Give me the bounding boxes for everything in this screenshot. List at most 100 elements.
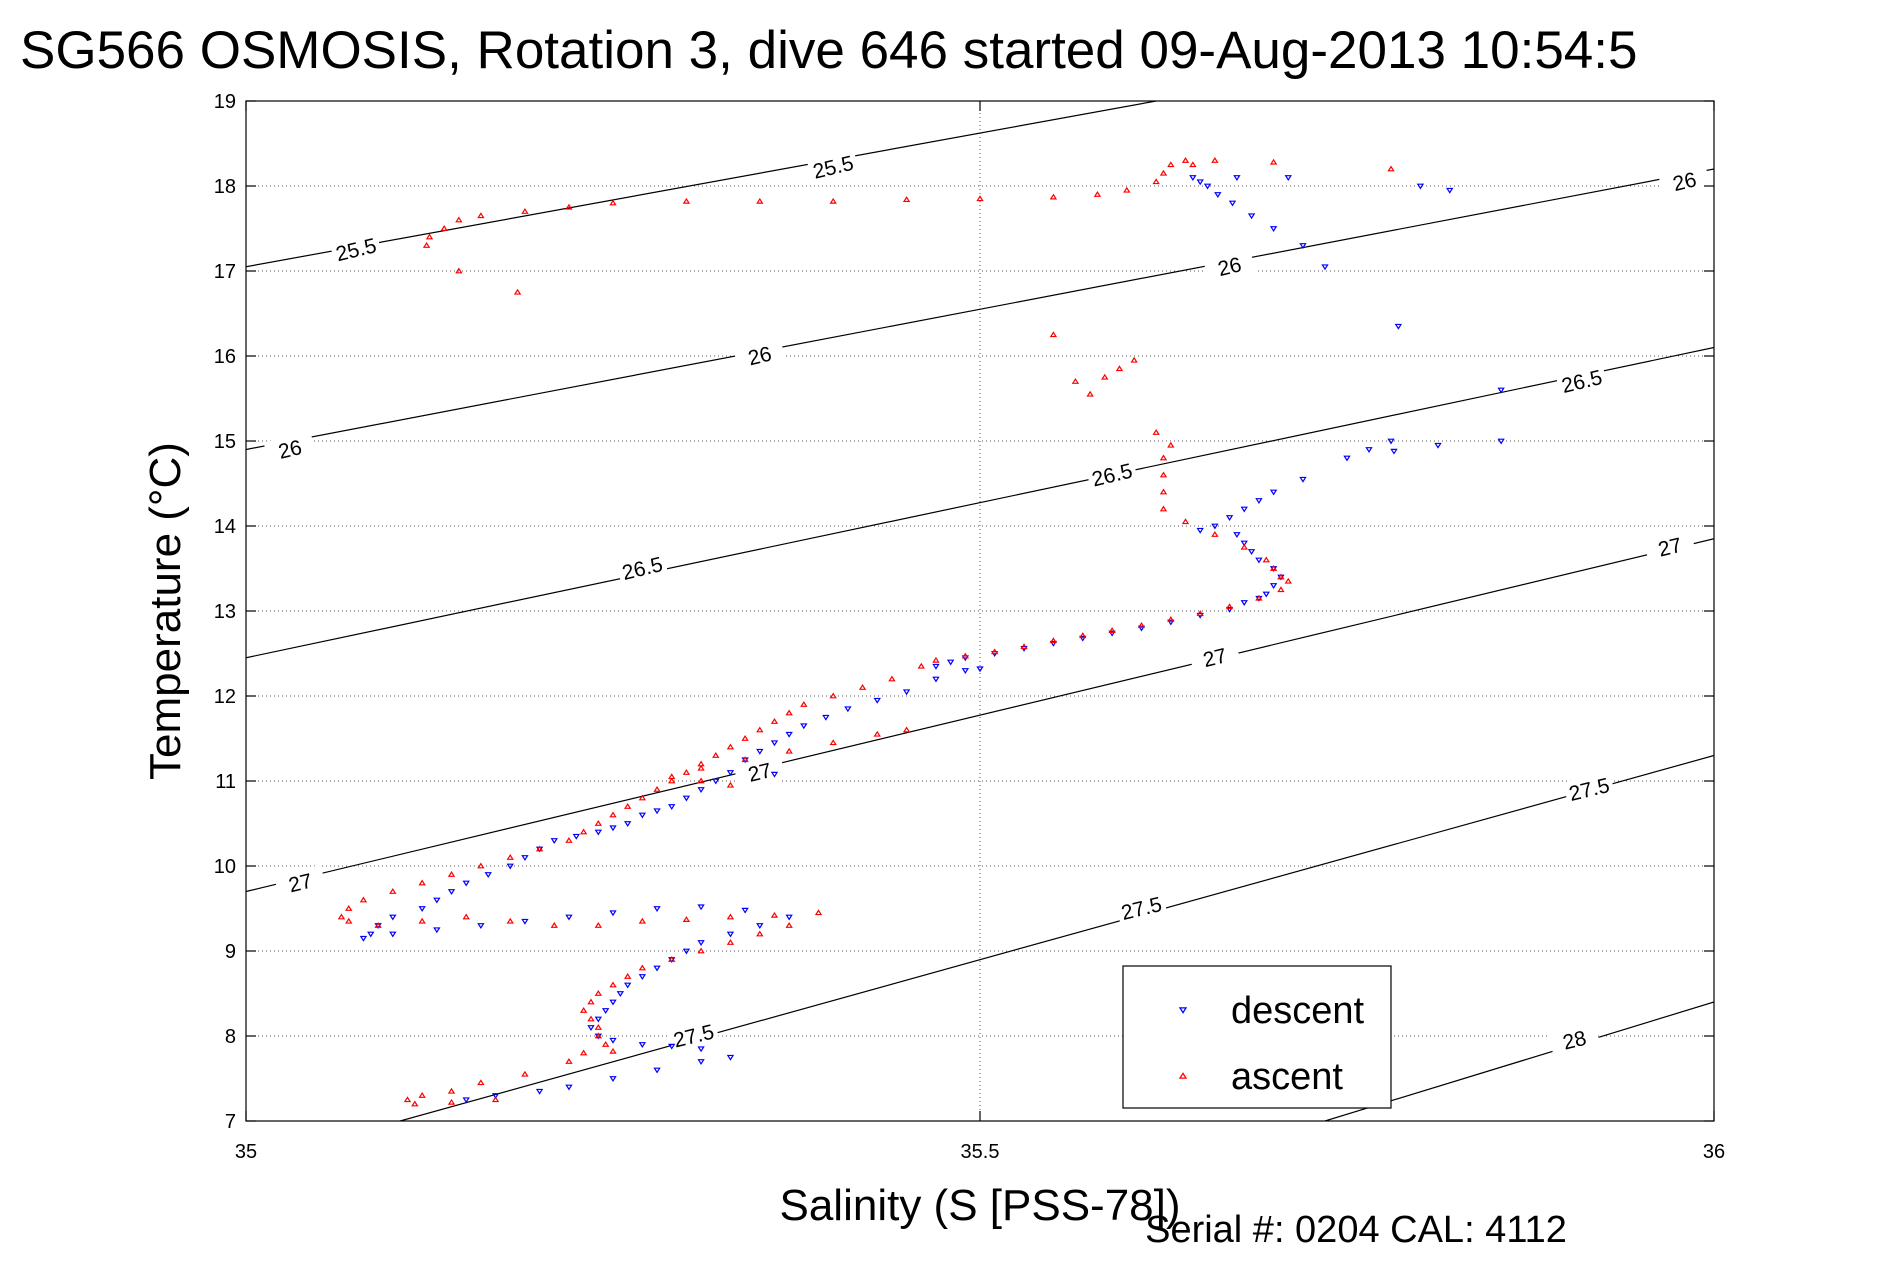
data-point-ascent (1152, 178, 1160, 185)
data-point-descent (1255, 557, 1263, 564)
data-point-descent (1255, 498, 1263, 504)
data-point-ascent (1387, 165, 1395, 172)
data-point-descent (550, 838, 558, 844)
data-point-ascent (668, 773, 676, 780)
data-point-descent (682, 795, 691, 802)
data-point-ascent (829, 197, 837, 204)
contour-label-bg (1562, 771, 1616, 808)
data-point-ascent (756, 726, 764, 733)
data-point-ascent (1159, 454, 1168, 461)
data-point-ascent (1240, 543, 1248, 550)
data-point-ascent (425, 233, 434, 240)
data-point-descent (1434, 442, 1442, 449)
data-point-ascent (1225, 603, 1234, 610)
data-point-ascent (726, 939, 735, 945)
y-tick-label: 17 (214, 261, 236, 283)
data-point-descent (873, 697, 881, 704)
data-point-ascent (418, 879, 426, 886)
data-point-ascent (455, 216, 463, 223)
data-point-descent (609, 999, 617, 1006)
data-point-ascent (565, 203, 573, 210)
data-point-descent (1394, 323, 1403, 330)
data-point-ascent (858, 684, 867, 690)
data-point-ascent (513, 288, 522, 295)
data-point-ascent (829, 739, 837, 746)
data-point-descent (932, 676, 940, 683)
data-point-descent (1049, 640, 1058, 647)
x-tick-label: 35 (235, 1141, 257, 1163)
data-point-ascent (888, 675, 896, 682)
data-point-ascent (668, 956, 676, 962)
data-point-descent (1137, 625, 1146, 632)
data-point-descent (1240, 506, 1248, 513)
data-point-ascent (1167, 161, 1175, 168)
data-point-ascent (535, 845, 544, 852)
data-point-descent (1247, 549, 1256, 555)
serial-cal-footer: Serial #: 0204 CAL: 4112 (1145, 1209, 1567, 1251)
chart-title: SG566 OSMOSIS, Rotation 3, dive 646 star… (20, 21, 1637, 80)
data-point-descent (433, 927, 441, 934)
data-point-descent (587, 1025, 595, 1031)
contour-label-bg (1555, 363, 1609, 400)
data-point-ascent (770, 718, 779, 724)
data-point-ascent (682, 916, 691, 922)
data-point-descent (601, 1008, 610, 1014)
y-tick-label: 11 (215, 771, 236, 793)
data-point-ascent (1130, 356, 1138, 363)
data-point-descent (697, 787, 705, 793)
contour-label: 27 (1201, 644, 1229, 672)
contour-label: 26 (1671, 168, 1699, 196)
data-point-ascent (403, 1096, 412, 1103)
data-point-descent (1196, 527, 1204, 534)
plot-area: 25.525.52626262626.526.526.52727272727.5… (214, 91, 1725, 1163)
data-point-ascent (726, 913, 735, 920)
data-point-ascent (785, 709, 793, 716)
data-point-ascent (932, 656, 940, 663)
contour-label-bg (1203, 248, 1256, 285)
data-point-descent (1446, 187, 1454, 194)
data-point-ascent (1115, 365, 1124, 372)
data-point-descent (902, 689, 911, 696)
data-point-ascent (902, 726, 911, 733)
data-point-ascent (491, 1096, 500, 1103)
data-point-ascent (1277, 586, 1285, 593)
data-point-ascent (697, 764, 705, 771)
data-point-descent (1233, 532, 1241, 538)
contour-label-bg (615, 550, 669, 587)
data-point-descent (609, 825, 617, 832)
y-tick-label: 12 (214, 686, 236, 708)
data-point-ascent (447, 871, 456, 877)
data-point-ascent (1049, 331, 1058, 338)
data-point-ascent (609, 1047, 617, 1054)
x-tick-label: 35.5 (961, 1141, 1000, 1163)
data-point-descent (572, 833, 580, 840)
data-point-ascent (1159, 471, 1168, 478)
data-point-ascent (668, 777, 676, 784)
data-point-ascent (594, 1024, 603, 1030)
data-point-descent (726, 770, 735, 776)
data-point-ascent (712, 752, 720, 758)
data-point-ascent (587, 1015, 595, 1022)
contour-label-bg (263, 431, 317, 468)
data-point-descent (976, 666, 984, 673)
data-point-descent (594, 1016, 603, 1023)
data-point-ascent (623, 973, 632, 979)
data-point-ascent (814, 909, 823, 916)
data-point-ascent (1196, 610, 1204, 616)
data-point-descent (477, 923, 485, 929)
data-point-descent (697, 904, 705, 911)
data-point-descent (961, 668, 970, 674)
data-point-descent (653, 906, 661, 912)
contour-label: 28 (1561, 1027, 1589, 1055)
data-point-descent (521, 918, 529, 925)
data-point-ascent (521, 1070, 529, 1077)
data-point-ascent (653, 786, 661, 792)
y-tick-label: 15 (214, 431, 236, 453)
y-tick-label: 7 (225, 1111, 236, 1133)
data-point-descent (433, 897, 441, 904)
data-point-descent (491, 1093, 500, 1099)
data-point-descent (418, 906, 426, 912)
data-point-descent (616, 991, 625, 997)
data-point-ascent (1262, 556, 1270, 563)
